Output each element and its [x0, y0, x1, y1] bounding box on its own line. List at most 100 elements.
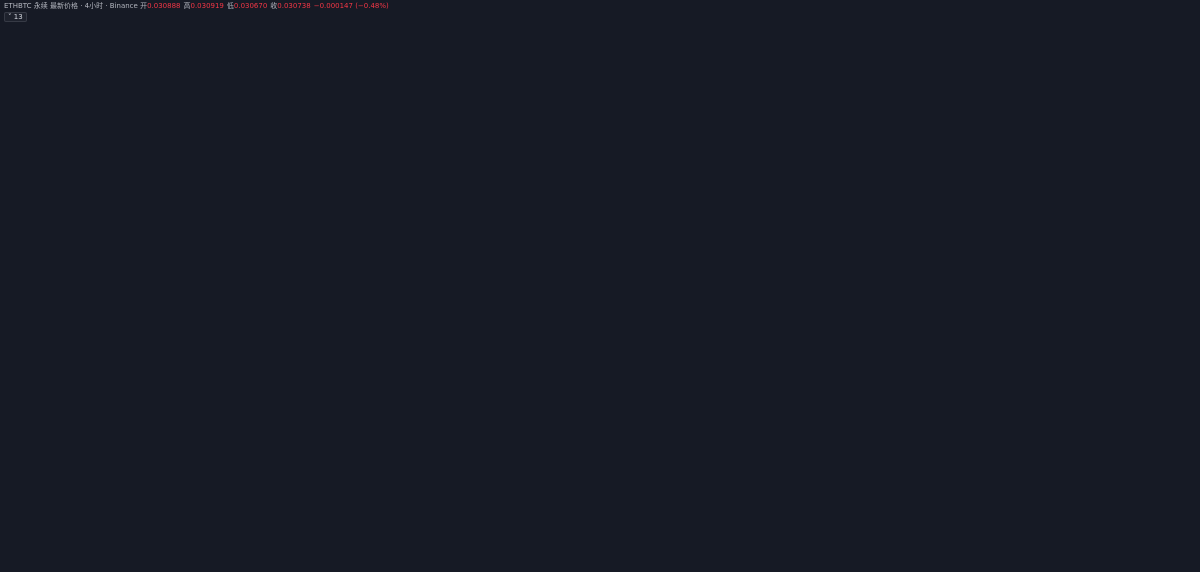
y-tick-label: 0.03150 [1170, 109, 1197, 117]
ohlc-value: 0.030738 [277, 2, 311, 10]
x-tick-label: 23 [168, 562, 176, 570]
price-point [92, 402, 96, 406]
price-tag [1161, 202, 1198, 212]
x-tick-label: 9 [1113, 562, 1117, 570]
y-tick-label: 0.02950 [1170, 188, 1197, 196]
price-tag-label: 0.030239 [1165, 194, 1195, 201]
price-tag [1161, 135, 1198, 145]
header: ETHBTC 永续 最新价格 · 4小时 · Binance 开0.030888… [4, 1, 392, 11]
y-tick-label: 0.02050 [1170, 542, 1197, 550]
x-tick-label: 3 [995, 562, 999, 570]
price-point [327, 438, 331, 442]
price-point [524, 352, 528, 356]
x-tick-label: 27 [836, 562, 844, 570]
fib-band [0, 500, 1160, 564]
ohlc-value: 0.030670 [233, 2, 268, 10]
price-tag-label: 0.028102 [1165, 244, 1195, 251]
ohlc-label: 收 [270, 2, 278, 10]
price-tag-label: 0.030588 [1165, 185, 1195, 192]
ohlc-label: 高 [183, 2, 191, 10]
price-tag [1161, 173, 1198, 183]
price-tag-name: 最高价 [1140, 49, 1158, 57]
price-tag [1161, 58, 1198, 68]
price-point [878, 73, 882, 77]
ohlc-label: 开 [140, 2, 148, 10]
x-tick-label: 29 [875, 562, 883, 570]
indicator-toggle[interactable]: ˅ 13 [4, 12, 27, 22]
price-tag [1161, 215, 1198, 225]
y-tick-label: 0.02550 [1170, 345, 1197, 353]
fib-label: 0 (0.033023) [4, 44, 46, 52]
price-point [52, 392, 56, 396]
y-tick-label: 0.03100 [1170, 129, 1197, 137]
x-tick-label: 11 [522, 562, 530, 570]
y-tick-label: 0.03400 [1170, 11, 1197, 19]
price-tag [1161, 192, 1198, 202]
ohlc-value: 0.030888 [147, 2, 181, 10]
price-tag-name-bg [1140, 48, 1160, 58]
fib-band [0, 334, 1160, 406]
y-tick-label: 0.02400 [1170, 404, 1197, 412]
price-tag [1161, 97, 1198, 107]
y-tick-label: 0.03200 [1170, 90, 1197, 98]
y-tick-label: 0.03350 [1170, 31, 1197, 39]
x-tick-label: 7月 [324, 562, 335, 570]
ohlc-value: 0.030919 [190, 2, 224, 10]
x-tick-label: 7 [1074, 562, 1078, 570]
price-tag-label: 0.033022 [1165, 50, 1195, 57]
x-tick-label: 17 [640, 562, 648, 570]
y-tick-label: 0.03250 [1170, 70, 1197, 78]
price-tag-label: 0.031678 [1165, 118, 1195, 125]
price-tag-label: 0.031602 [1165, 128, 1195, 135]
price-point [956, 83, 960, 87]
y-tick-label: 0.02100 [1170, 522, 1197, 530]
price-point [485, 392, 489, 396]
price-point [210, 447, 213, 451]
logo-mark [8, 542, 19, 551]
price-point [799, 138, 803, 142]
y-tick-label: 0.02850 [1170, 227, 1197, 235]
price-tag-label: 0.021400 [1165, 508, 1195, 515]
y-tick-label: 0.02750 [1170, 267, 1197, 275]
price-point [720, 108, 724, 112]
ohlc: 开0.030888 高0.030919 低0.030670 收0.030738 [140, 2, 314, 10]
x-tick-label: 23 [758, 562, 766, 570]
price-tag-label: 0.031467 [1165, 147, 1195, 154]
x-tick-label: 3 [367, 562, 371, 570]
x-tick-label: 5 [406, 562, 410, 570]
price-tag-label: 0.029829 [1165, 204, 1195, 211]
price-point [563, 362, 567, 366]
y-tick-label: 0.02150 [1170, 503, 1197, 511]
trend-line [173, 53, 874, 502]
price-tag [1161, 116, 1198, 126]
y-tick-label: 0.02450 [1170, 385, 1197, 393]
fib-label: 0.5 (0.027235) [4, 272, 53, 280]
x-tick-label: 27 [247, 562, 255, 570]
price-point [131, 406, 135, 410]
fib-label: 1 (0.021648) [4, 492, 46, 500]
y-tick-label: 0.02350 [1170, 424, 1197, 432]
price-point [917, 88, 921, 92]
price-tag [1161, 305, 1198, 315]
price-tag [1161, 506, 1198, 516]
price-tag [1161, 242, 1198, 252]
price-point [367, 427, 371, 431]
x-tick-label: 25 [207, 562, 215, 570]
ohlc-label: 低 [226, 2, 234, 10]
x-tick-label: 13 [561, 562, 569, 570]
price-tag [1161, 48, 1198, 58]
price-tag-label: 0.030738 [1165, 166, 1195, 173]
x-tick-label: 5 [1035, 562, 1039, 570]
price-tag-label: 0.031780 [1165, 99, 1195, 106]
fib-label: 0.236 (0.030291) [4, 152, 61, 160]
price-point [681, 178, 685, 182]
price-point [406, 432, 410, 436]
y-tick-label: 0.02800 [1170, 247, 1197, 255]
price-point [13, 377, 17, 381]
y-tick-label: 0.02900 [1170, 208, 1197, 216]
fib-label: 0.618 (0.025869) [4, 326, 61, 334]
fib-band [0, 405, 1160, 501]
